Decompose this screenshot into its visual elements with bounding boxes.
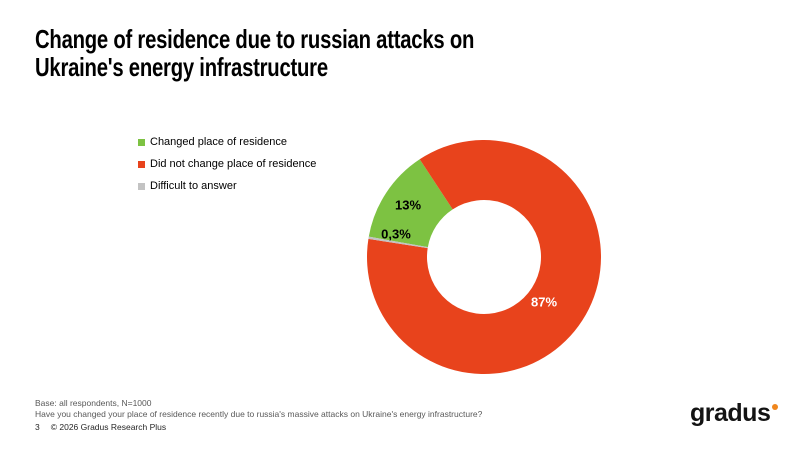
page-title: Change of residence due to russian attac… xyxy=(35,24,475,82)
legend-item-changed: Changed place of residence xyxy=(138,131,316,153)
legend-label-did-not-change: Did not change place of residence xyxy=(150,158,317,170)
donut-slice-0 xyxy=(368,159,453,248)
footer-page-line: 3 © 2026 Gradus Research Plus xyxy=(35,422,166,432)
donut-chart-svg xyxy=(367,140,602,375)
gradus-logo: gradus xyxy=(690,399,779,427)
legend-item-difficult: Difficult to answer xyxy=(138,175,316,197)
footnote-question: Have you changed your place of residence… xyxy=(35,408,483,419)
legend-swatch-green-icon xyxy=(138,138,145,146)
legend-label-changed: Changed place of residence xyxy=(150,136,287,148)
footnote-base: Base: all respondents, N=1000 xyxy=(35,398,152,408)
copyright-text: © 2026 Gradus Research Plus xyxy=(50,422,167,432)
chart-legend: Changed place of residence Did not chang… xyxy=(138,131,316,197)
footnote: Base: all respondents, N=1000 Have you c… xyxy=(35,398,482,419)
donut-slice-2 xyxy=(368,236,428,249)
legend-item-did-not-change: Did not change place of residence xyxy=(138,153,316,175)
donut-chart: 13% 87% 0,3% xyxy=(359,132,609,382)
page-number: 3 xyxy=(35,422,40,432)
logo-dot-icon xyxy=(772,404,779,410)
slice-label-0: 13% xyxy=(394,197,422,213)
legend-label-difficult: Difficult to answer xyxy=(150,180,237,192)
legend-swatch-red-icon xyxy=(138,160,145,168)
donut-slice-1 xyxy=(367,140,602,375)
logo-text: gradus xyxy=(690,399,771,427)
legend-swatch-gray-icon xyxy=(138,182,145,190)
slice-label-1: 87% xyxy=(530,294,558,310)
slice-label-2: 0,3% xyxy=(381,226,411,242)
